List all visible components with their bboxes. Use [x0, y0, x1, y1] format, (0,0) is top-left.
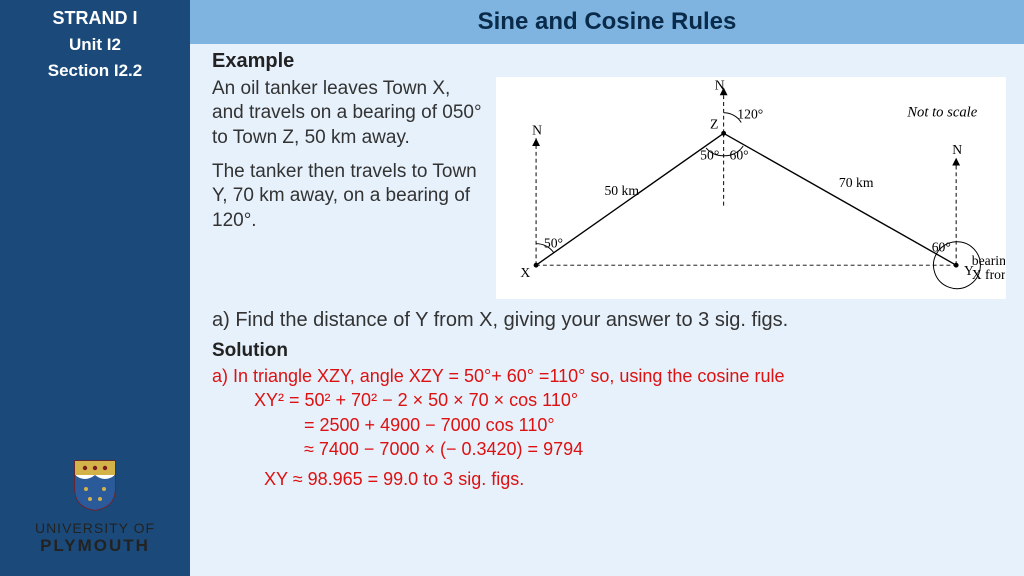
logo-line1: UNIVERSITY OF: [35, 520, 155, 536]
solution-heading: Solution: [212, 340, 1006, 362]
slide: STRAND I Unit I2 Section I2.2 UNIVERSITY…: [0, 0, 1024, 576]
ang-z-top: 120°: [737, 107, 763, 122]
sol-line2: XY² = 50² + 70² − 2 × 50 × 70 × cos 110°: [212, 388, 1006, 412]
sol-line3: = 2500 + 4900 − 7000 cos 110°: [212, 413, 1006, 437]
bearing-diagram: N N N X Z Y 50 km 70 km 50° 50° 60° 120°…: [496, 77, 1006, 299]
n-label-y: N: [952, 142, 962, 157]
problem-p2: The tanker then travels to Town Y, 70 km…: [212, 160, 482, 233]
dist-zy: 70 km: [839, 175, 874, 190]
n-label-x: N: [532, 122, 542, 137]
ang-x: 50°: [544, 236, 563, 251]
sidebar: STRAND I Unit I2 Section I2.2 UNIVERSITY…: [0, 0, 190, 576]
sol-line1: a) In triangle XZY, angle XZY = 50°+ 60°…: [212, 364, 1006, 388]
problem-row: An oil tanker leaves Town X, and travels…: [212, 77, 1006, 299]
logo-line2: PLYMOUTH: [35, 536, 155, 556]
ang-z-right: 60°: [730, 148, 749, 163]
university-logo: UNIVERSITY OF PLYMOUTH: [35, 459, 155, 556]
shield-icon: [73, 459, 117, 511]
content-area: Example An oil tanker leaves Town X, and…: [190, 44, 1024, 576]
page-title: Sine and Cosine Rules: [478, 8, 737, 36]
point-x: X: [520, 265, 530, 280]
problem-text: An oil tanker leaves Town X, and travels…: [212, 77, 482, 299]
section-label: Section I2.2: [48, 61, 142, 81]
point-z: Z: [710, 116, 718, 131]
not-to-scale: Not to scale: [906, 105, 977, 121]
problem-p1: An oil tanker leaves Town X, and travels…: [212, 77, 482, 150]
sol-line4: ≈ 7400 − 7000 × (− 0.3420) = 9794: [212, 437, 1006, 461]
unit-label: Unit I2: [69, 35, 121, 55]
dist-xz: 50 km: [604, 183, 639, 198]
ang-y: 60°: [932, 240, 951, 255]
main-panel: Sine and Cosine Rules Example An oil tan…: [190, 0, 1024, 576]
n-label-z: N: [715, 78, 725, 92]
ang-z-left: 50°: [700, 148, 719, 163]
example-heading: Example: [212, 50, 1006, 73]
title-bar: Sine and Cosine Rules: [190, 0, 1024, 44]
sol-line5: XY ≈ 98.965 = 99.0 to 3 sig. figs.: [212, 467, 1006, 491]
strand-label: STRAND I: [53, 8, 138, 29]
question-part-a: a) Find the distance of Y from X, giving…: [212, 309, 1006, 332]
solution-body: a) In triangle XZY, angle XZY = 50°+ 60°…: [212, 364, 1006, 491]
bearing-l2: X from Y: [972, 267, 1005, 282]
